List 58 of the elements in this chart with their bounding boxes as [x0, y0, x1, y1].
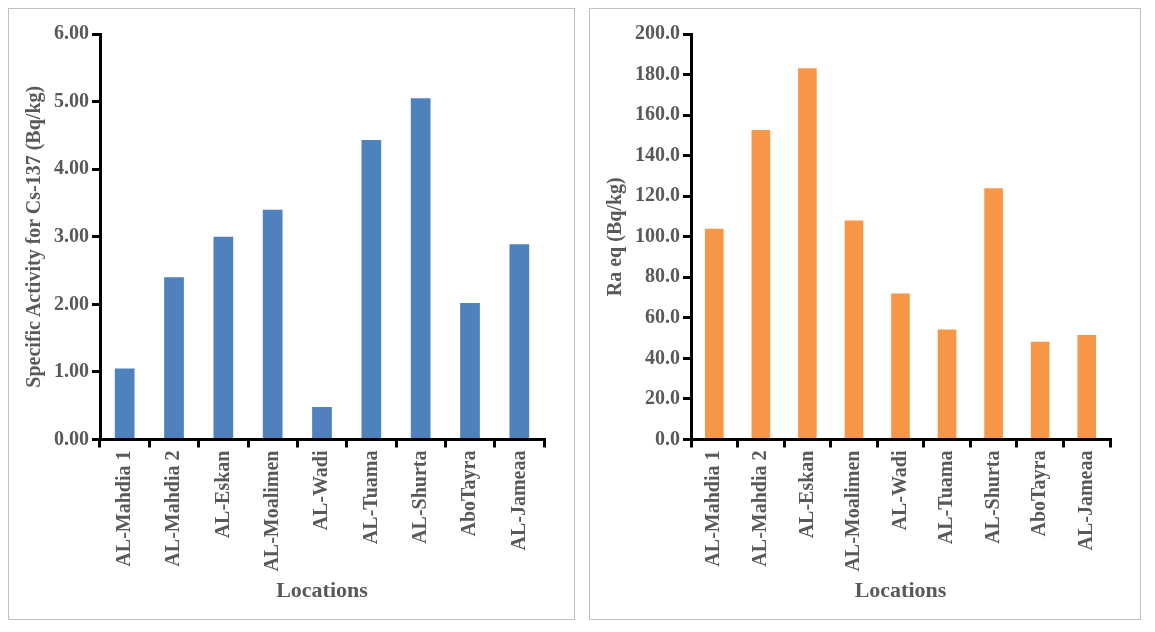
y-tick-label: 3.00 — [54, 223, 89, 246]
x-tick-label: AL-Mahdia 2 — [161, 450, 184, 567]
x-tick-label: AL-Shurta — [407, 450, 430, 544]
x-tick-label: AboTayra — [1027, 450, 1051, 537]
bar — [891, 293, 910, 439]
y-tick-label: 6.00 — [54, 21, 89, 44]
bar — [262, 209, 283, 439]
bar — [1030, 341, 1050, 439]
x-tick-label: AboTayra — [457, 450, 481, 537]
bar — [460, 302, 480, 439]
bar — [312, 407, 332, 439]
x-tick-label: AL-Eskan — [210, 450, 233, 539]
y-axis-title: Ra eq (Bq/kg) — [603, 177, 627, 297]
x-tick-label: AL-Tuama — [934, 450, 957, 545]
bar — [798, 68, 817, 439]
x-tick-label: AL-Tuama — [358, 450, 381, 545]
x-tick-label: AL-Shurta — [980, 450, 1003, 544]
x-tick-label: AL-Jameaa — [506, 450, 529, 551]
bar — [984, 188, 1003, 439]
x-tick-label: AL-Mahdia 1 — [111, 450, 134, 567]
x-tick-label: AL-Mahdia 2 — [748, 450, 771, 567]
bar — [1077, 335, 1097, 439]
y-tick-label: 200.0 — [635, 21, 680, 44]
y-tick-label: 120.0 — [635, 183, 680, 206]
x-tick-label: AL-Eskan — [794, 450, 817, 539]
y-tick-label: 0.0 — [655, 426, 680, 449]
x-axis-title: Locations — [854, 577, 947, 603]
y-tick-label: 160.0 — [635, 102, 680, 125]
y-tick-label: 100.0 — [635, 223, 680, 246]
bar — [114, 368, 135, 439]
x-tick-label: AL-Jameaa — [1073, 450, 1096, 551]
y-tick-label: 5.00 — [54, 88, 89, 111]
bar — [509, 244, 530, 439]
bar — [410, 98, 431, 439]
y-tick-label: 2.00 — [54, 291, 89, 314]
y-tick-label: 0.00 — [54, 426, 89, 449]
y-tick-label: 4.00 — [54, 156, 89, 179]
bar — [704, 228, 724, 439]
x-tick-label: AL-Moalimen — [841, 450, 864, 572]
x-tick-label: AL-Moalimen — [259, 450, 282, 572]
bar — [361, 140, 382, 439]
y-tick-label: 20.0 — [645, 386, 680, 409]
y-tick-label: 180.0 — [635, 61, 680, 84]
y-tick-label: 40.0 — [645, 345, 680, 368]
y-tick-label: 1.00 — [54, 359, 89, 382]
x-tick-label: AL-Mahdia 1 — [701, 450, 724, 567]
bar — [213, 236, 234, 439]
y-tick-label: 60.0 — [645, 305, 680, 328]
y-tick-label: 140.0 — [635, 142, 680, 165]
x-axis-title: Locations — [276, 577, 369, 603]
bar — [751, 130, 771, 439]
y-axis-title: Specific Activity for Cs-137 (Bq/kg) — [22, 85, 46, 388]
y-tick-label: 80.0 — [645, 264, 680, 287]
bar — [164, 277, 184, 439]
bar — [937, 329, 957, 439]
bar — [844, 220, 864, 439]
x-tick-label: AL-Wadi — [887, 450, 910, 531]
x-tick-label: AL-Wadi — [309, 450, 332, 531]
